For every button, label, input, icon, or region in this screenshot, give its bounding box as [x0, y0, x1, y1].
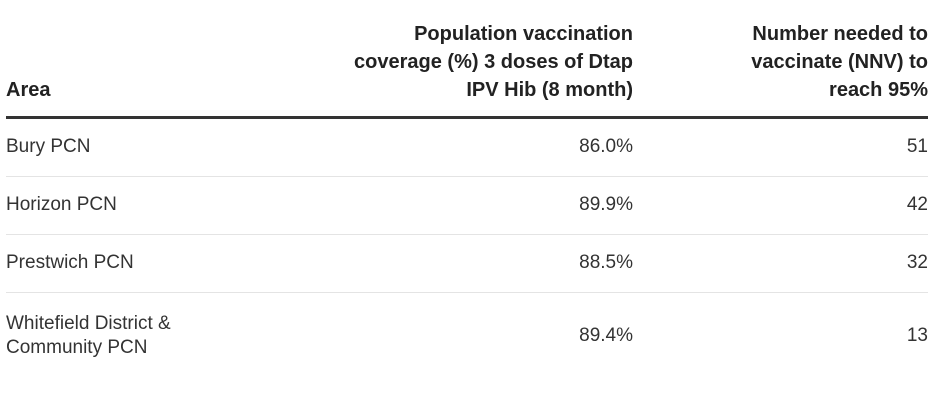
header-row: Area Population vaccination coverage (%)…	[6, 0, 928, 119]
cell-area: Whitefield District & Community PCN	[6, 312, 171, 358]
cell-nnv: 42	[633, 176, 928, 235]
column-header-nnv: Number needed to vaccinate (NNV) to reac…	[633, 0, 928, 119]
cell-nnv: 51	[633, 117, 928, 177]
column-header-area: Area	[6, 0, 326, 119]
cell-coverage: 89.4%	[579, 324, 633, 346]
table-row: Bury PCN 86.0% 51	[6, 117, 928, 177]
cell-area: Bury PCN	[6, 117, 326, 177]
table-row: Whitefield District & Community PCN 89.4…	[6, 292, 928, 379]
table-header: Area Population vaccination coverage (%)…	[6, 0, 928, 119]
column-header-coverage: Population vaccination coverage (%) 3 do…	[326, 0, 633, 119]
cell-coverage: 86.0%	[326, 117, 633, 177]
cell-nnv: 13	[906, 324, 928, 346]
data-table-container: Area Population vaccination coverage (%)…	[6, 0, 928, 379]
table-row: Horizon PCN 89.9% 42	[6, 176, 928, 235]
cell-coverage: 89.9%	[326, 176, 633, 235]
table-body: Bury PCN 86.0% 51 Horizon PCN 89.9% 42 P…	[6, 117, 928, 379]
cell-nnv: 32	[633, 234, 928, 293]
vaccination-table: Area Population vaccination coverage (%)…	[6, 0, 928, 379]
table-row: Prestwich PCN 88.5% 32	[6, 234, 928, 293]
cell-area: Prestwich PCN	[6, 234, 326, 293]
cell-coverage: 88.5%	[326, 234, 633, 293]
cell-area: Horizon PCN	[6, 176, 326, 235]
